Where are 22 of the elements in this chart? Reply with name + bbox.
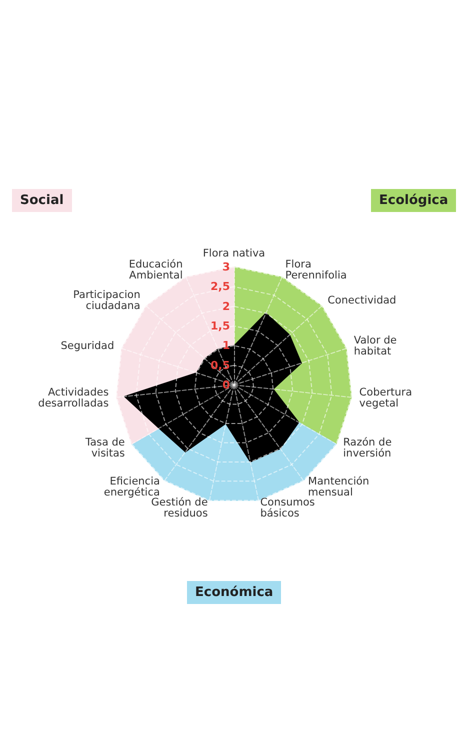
spoke-label: Razón de inversión	[343, 436, 392, 460]
y-tick-label: 3	[222, 260, 230, 274]
spoke-label: Valor de habitat	[354, 334, 397, 358]
spoke-label: Mantención mensual	[308, 475, 370, 498]
spoke-label: Participacion ciudadana	[73, 289, 140, 312]
text: Económica	[187, 581, 282, 604]
spoke-label: Cobertura vegetal	[359, 386, 412, 410]
spoke-label: Educación Ambiental	[128, 258, 183, 282]
text: Ecológica	[371, 189, 456, 212]
spoke-label: Consumos básicos	[260, 496, 315, 520]
y-tick-label: 2	[222, 300, 230, 313]
spoke-label: Gestión de residuos	[151, 496, 208, 520]
spoke-label: Actividades desarrolladas	[38, 386, 109, 410]
spoke-label: Eficiencia energética	[104, 475, 160, 498]
y-tick-label: 2,5	[210, 280, 230, 294]
spoke-label: Seguridad	[60, 340, 114, 352]
spoke-label: Conectividad	[328, 294, 396, 307]
text: Social	[12, 189, 72, 212]
spoke-label: Flora Perennifolia	[285, 258, 347, 282]
y-tick-label: 1,5	[210, 320, 230, 332]
spoke-label: Flora nativa	[202, 248, 266, 260]
spoke-label: Tasa de visitas	[84, 436, 125, 460]
